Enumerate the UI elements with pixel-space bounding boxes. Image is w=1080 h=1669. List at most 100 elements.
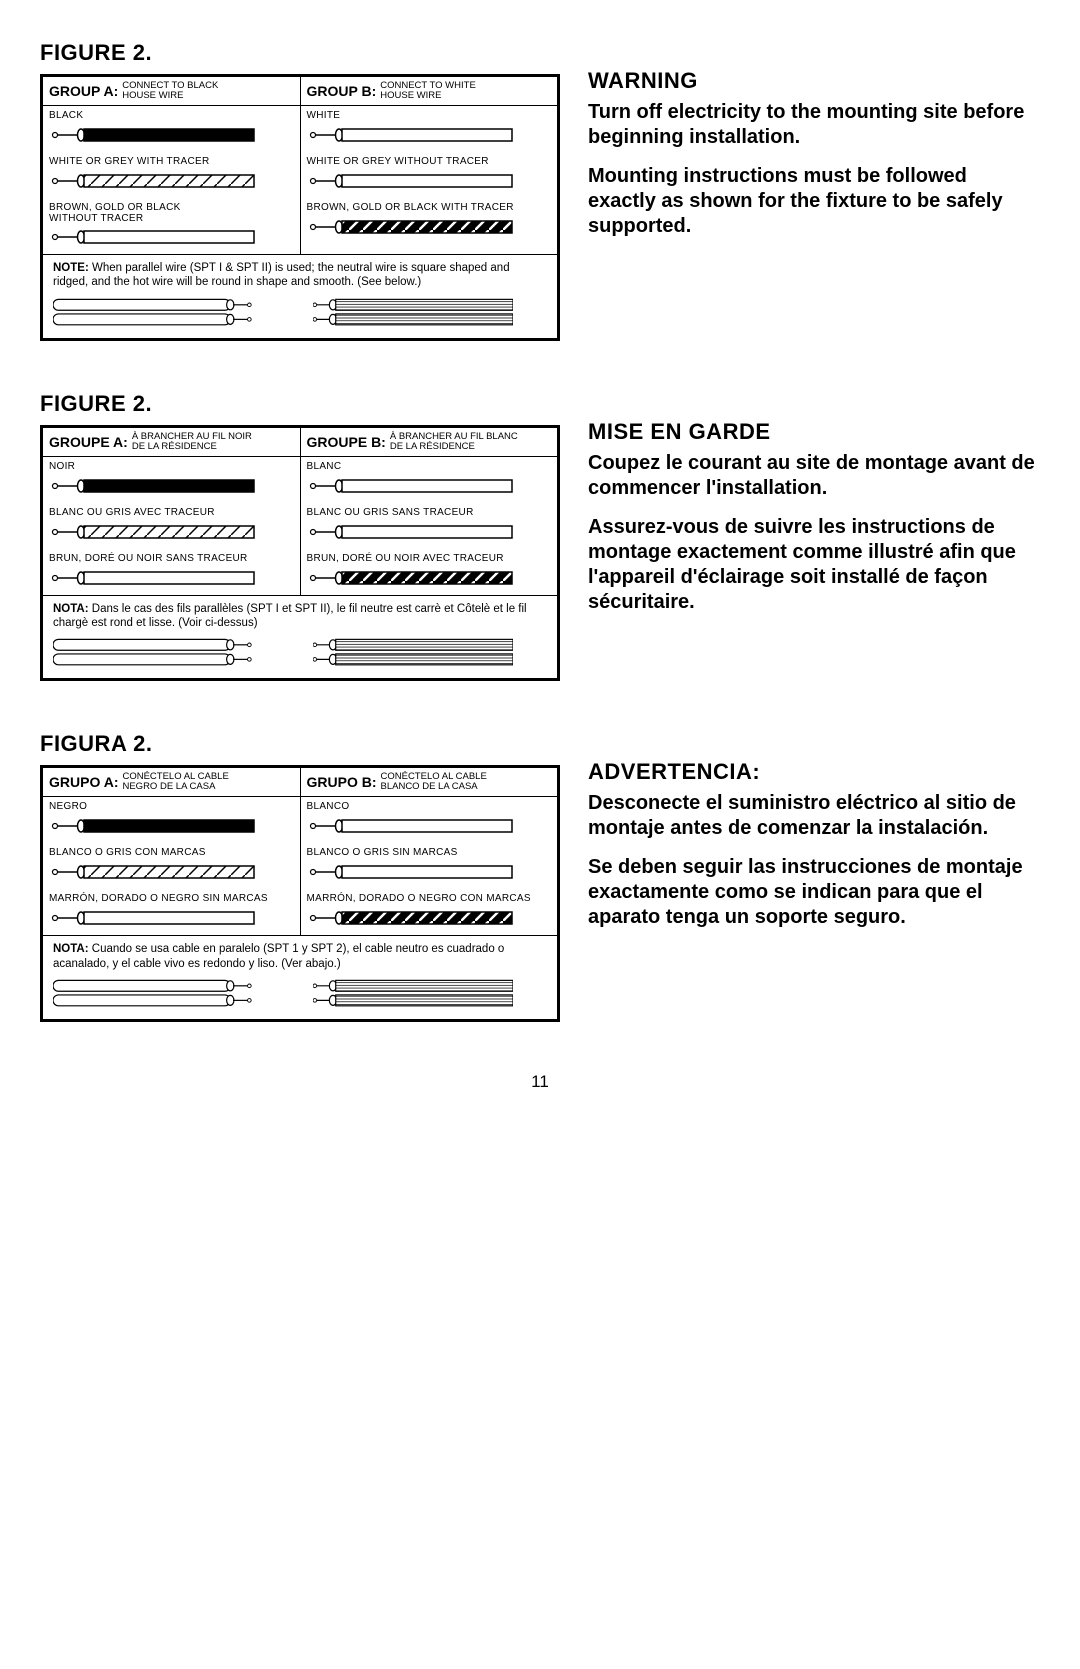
- table-row: MARRÓN, DORADO O NEGRO SIN MARCAS MARRÓN…: [43, 889, 557, 935]
- group-b-sub: CONÉCTELO AL CABLE BLANCO DE LA CASA: [381, 772, 487, 792]
- wire-table: GROUPE A: À BRANCHER AU FIL NOIR DE LA R…: [40, 425, 560, 682]
- wire-icon: [49, 226, 259, 248]
- wire-cell-white: WHITE: [301, 106, 558, 152]
- wire-icon: [49, 475, 259, 497]
- group-a-label: GRUPO A:: [49, 774, 118, 790]
- group-b-header: GRUPO B: CONÉCTELO AL CABLE BLANCO DE LA…: [301, 768, 558, 796]
- wire-label: BRUN, DORÉ OU NOIR SANS TRACEUR: [49, 553, 294, 565]
- wire-cell-dark-tracer: MARRÓN, DORADO O NEGRO CON MARCAS: [301, 889, 558, 935]
- wire-table: GRUPO A: CONÉCTELO AL CABLE NEGRO DE LA …: [40, 765, 560, 1022]
- wire-cell-white: BLANC: [301, 457, 558, 503]
- group-b-header: GROUP B: CONNECT TO WHITE HOUSE WIRE: [301, 77, 558, 105]
- wire-cell-black: NOIR: [43, 457, 301, 503]
- group-b-sub: CONNECT TO WHITE HOUSE WIRE: [380, 81, 476, 101]
- wire-icon: [49, 567, 259, 589]
- wire-icon: [49, 170, 259, 192]
- wire-cell-white-tracer: WHITE OR GREY WITH TRACER: [43, 152, 301, 198]
- group-b-header: GROUPE B: À BRANCHER AU FIL BLANC DE LA …: [301, 428, 558, 456]
- wire-label: MARRÓN, DORADO O NEGRO SIN MARCAS: [49, 893, 294, 905]
- wire-cell-white-tracer: BLANCO O GRIS CON MARCAS: [43, 843, 301, 889]
- wire-icon: [49, 124, 259, 146]
- wire-label: WHITE OR GREY WITHOUT TRACER: [307, 156, 552, 168]
- figure-column: FIGURE 2. GROUPE A: À BRANCHER AU FIL NO…: [40, 391, 560, 682]
- warning-paragraph: Turn off electricity to the mounting sit…: [588, 100, 1040, 150]
- table-row: BLACK WHITE: [43, 106, 557, 152]
- spt-wire-row: [53, 296, 547, 330]
- wire-cell-dark-notracer: BRUN, DORÉ OU NOIR SANS TRACEUR: [43, 549, 301, 595]
- group-a-header: GROUP A: CONNECT TO BLACK HOUSE WIRE: [43, 77, 301, 105]
- spt-wire-row: [53, 636, 547, 670]
- note-body: Dans le cas des fils parallèles (SPT I e…: [53, 603, 527, 629]
- wire-label: NEGRO: [49, 801, 294, 813]
- wire-label: BLANC OU GRIS AVEC TRACEUR: [49, 507, 294, 519]
- table-row: WHITE OR GREY WITH TRACER WHITE OR GREY …: [43, 152, 557, 198]
- table-header-row: GRUPO A: CONÉCTELO AL CABLE NEGRO DE LA …: [43, 768, 557, 797]
- wire-cell-dark-tracer: BRUN, DORÉ OU NOIR AVEC TRACEUR: [301, 549, 558, 595]
- warning-column: WARNING Turn off electricity to the moun…: [588, 40, 1040, 253]
- warning-column: MISE EN GARDE Coupez le courant au site …: [588, 391, 1040, 629]
- warning-column: ADVERTENCIA: Desconecte el suministro el…: [588, 731, 1040, 944]
- wire-icon: [49, 815, 259, 837]
- wire-label: BLANC: [307, 461, 552, 473]
- wire-label: BLANC OU GRIS SANS TRACEUR: [307, 507, 552, 519]
- figure-title: FIGURE 2.: [40, 391, 560, 417]
- group-b-sub: À BRANCHER AU FIL BLANC DE LA RÉSIDENCE: [390, 432, 518, 452]
- wire-icon: [307, 861, 517, 883]
- group-a-label: GROUPE A:: [49, 434, 128, 450]
- wire-label: BLANCO O GRIS SIN MARCAS: [307, 847, 552, 859]
- group-a-sub: CONNECT TO BLACK HOUSE WIRE: [122, 81, 218, 101]
- wire-table: GROUP A: CONNECT TO BLACK HOUSE WIRE GRO…: [40, 74, 560, 341]
- wire-icon: [49, 521, 259, 543]
- figure-column: FIGURE 2. GROUP A: CONNECT TO BLACK HOUS…: [40, 40, 560, 341]
- wire-icon: [49, 861, 259, 883]
- spt-square-wire-icon: [313, 296, 513, 330]
- warning-title: MISE EN GARDE: [588, 419, 1040, 445]
- wire-icon: [307, 216, 517, 238]
- wire-label: WHITE OR GREY WITH TRACER: [49, 156, 294, 168]
- section-spanish: FIGURA 2. GRUPO A: CONÉCTELO AL CABLE NE…: [40, 731, 1040, 1022]
- wire-label: BLACK: [49, 110, 294, 122]
- wire-icon: [307, 815, 517, 837]
- wire-icon: [307, 521, 517, 543]
- group-a-label: GROUP A:: [49, 83, 118, 99]
- wire-cell-white: BLANCO: [301, 797, 558, 843]
- wire-cell-white-notracer: WHITE OR GREY WITHOUT TRACER: [301, 152, 558, 198]
- warning-paragraph: Desconecte el suministro eléctrico al si…: [588, 791, 1040, 841]
- warning-paragraph: Coupez le courant au site de montage ava…: [588, 451, 1040, 501]
- wire-icon: [307, 907, 517, 929]
- note-label: NOTA:: [53, 603, 89, 615]
- wire-icon: [307, 170, 517, 192]
- note-block: NOTA: Dans le cas des fils parallèles (S…: [43, 595, 557, 679]
- wire-label: BLANCO: [307, 801, 552, 813]
- wire-cell-white-tracer: BLANC OU GRIS AVEC TRACEUR: [43, 503, 301, 549]
- note-block: NOTA: Cuando se usa cable en paralelo (S…: [43, 935, 557, 1019]
- page-number: 11: [40, 1072, 1040, 1092]
- note-label: NOTA:: [53, 943, 89, 955]
- warning-paragraph: Mounting instructions must be followed e…: [588, 164, 1040, 239]
- warning-paragraph: Assurez-vous de suivre les instructions …: [588, 515, 1040, 615]
- wire-cell-dark-notracer: MARRÓN, DORADO O NEGRO SIN MARCAS: [43, 889, 301, 935]
- warning-title: ADVERTENCIA:: [588, 759, 1040, 785]
- figure-title: FIGURE 2.: [40, 40, 560, 66]
- wire-label: NOIR: [49, 461, 294, 473]
- table-row: BROWN, GOLD OR BLACK WITHOUT TRACER BROW…: [43, 198, 557, 254]
- wire-label: BLANCO O GRIS CON MARCAS: [49, 847, 294, 859]
- spt-square-wire-icon: [313, 977, 513, 1011]
- note-body: When parallel wire (SPT I & SPT II) is u…: [53, 262, 510, 288]
- note-text: NOTA: Dans le cas des fils parallèles (S…: [53, 602, 547, 631]
- group-a-sub: À BRANCHER AU FIL NOIR DE LA RÉSIDENCE: [132, 432, 252, 452]
- wire-label: BROWN, GOLD OR BLACK WITH TRACER: [307, 202, 552, 214]
- wire-icon: [307, 124, 517, 146]
- wire-cell-dark-notracer: BROWN, GOLD OR BLACK WITHOUT TRACER: [43, 198, 301, 254]
- wire-cell-black: BLACK: [43, 106, 301, 152]
- table-row: BRUN, DORÉ OU NOIR SANS TRACEUR BRUN, DO…: [43, 549, 557, 595]
- table-row: BLANC OU GRIS AVEC TRACEUR BLANC OU GRIS…: [43, 503, 557, 549]
- wire-icon: [49, 907, 259, 929]
- table-row: BLANCO O GRIS CON MARCAS BLANCO O GRIS S…: [43, 843, 557, 889]
- spt-round-wire-icon: [53, 977, 253, 1011]
- table-row: NEGRO BLANCO: [43, 797, 557, 843]
- note-label: NOTE:: [53, 262, 89, 274]
- table-header-row: GROUPE A: À BRANCHER AU FIL NOIR DE LA R…: [43, 428, 557, 457]
- note-text: NOTE: When parallel wire (SPT I & SPT II…: [53, 261, 547, 290]
- group-a-header: GROUPE A: À BRANCHER AU FIL NOIR DE LA R…: [43, 428, 301, 456]
